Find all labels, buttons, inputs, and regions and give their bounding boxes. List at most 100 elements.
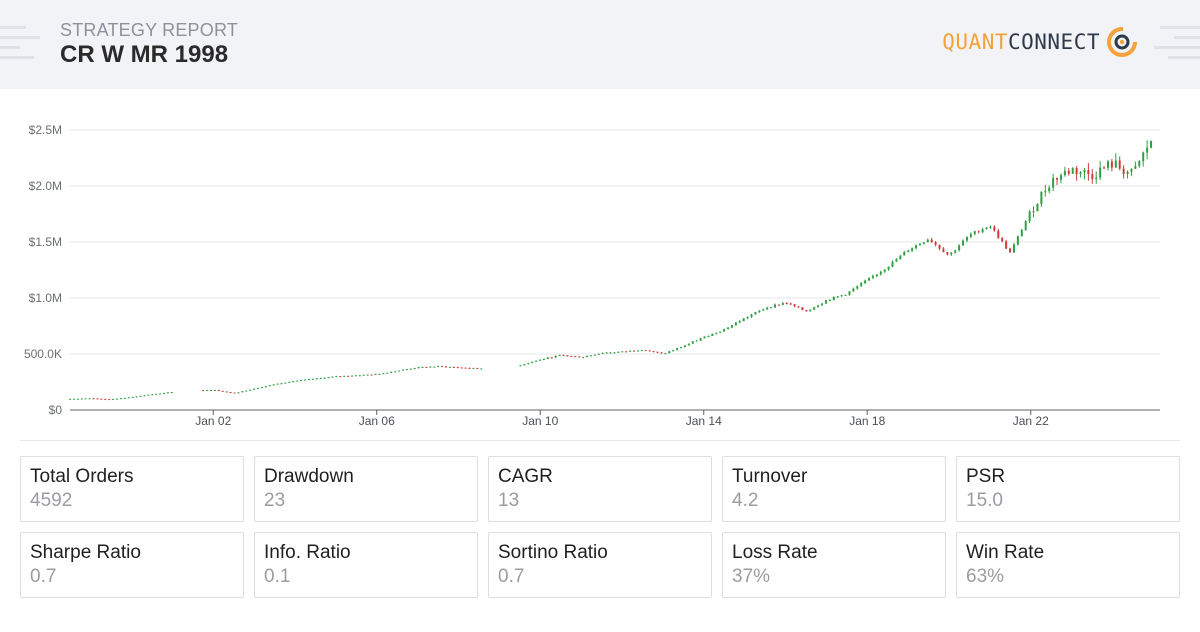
candle-body	[985, 227, 988, 230]
candle-body	[699, 338, 702, 341]
stat-label: Win Rate	[966, 542, 1045, 563]
candle-body	[1052, 177, 1055, 188]
candle-body	[922, 242, 925, 244]
brand-wordmark-part1: QUANT	[942, 30, 1008, 54]
candle-body	[742, 318, 745, 322]
candle-body	[327, 377, 330, 379]
stat-card-sharpe-ratio: Sharpe Ratio 0.7	[20, 532, 244, 598]
candle-body	[730, 325, 733, 328]
candle-body	[92, 398, 95, 400]
candle-body	[88, 398, 91, 400]
candle-body	[464, 367, 467, 369]
candle-body	[907, 250, 910, 253]
candle-body	[1110, 161, 1113, 168]
candle-body	[781, 303, 784, 305]
candle-body	[1134, 165, 1137, 169]
stat-label: Sharpe Ratio	[30, 542, 141, 563]
candle-body	[382, 373, 385, 375]
stat-label: Turnover	[732, 466, 808, 487]
candle-body	[268, 385, 271, 387]
candle-body	[170, 392, 173, 394]
candle-body	[163, 393, 166, 395]
candle-body	[860, 283, 863, 287]
stat-label: CAGR	[498, 466, 553, 487]
stat-label: Drawdown	[264, 466, 354, 487]
stat-card-turnover: Turnover 4.2	[722, 456, 946, 522]
candle-body	[550, 357, 553, 359]
candle-body	[202, 390, 205, 392]
candle-body	[1012, 244, 1015, 253]
y-tick-label: $0	[49, 403, 63, 417]
brand-wordmark: QUANTCONNECT	[942, 30, 1100, 54]
candle-body	[918, 243, 921, 246]
candle-body	[926, 239, 929, 243]
candle-body	[362, 374, 365, 376]
candle-body	[727, 327, 730, 330]
candle-body	[875, 274, 878, 276]
candle-body	[813, 307, 816, 310]
candle-body	[734, 322, 737, 326]
stat-card-loss-rate: Loss Rate 37%	[722, 532, 946, 598]
candle-body	[386, 372, 389, 374]
candle-body	[131, 396, 134, 398]
candle-body	[1075, 168, 1078, 175]
candle-body	[1016, 236, 1019, 245]
candle-body	[398, 370, 401, 372]
candle-body	[582, 357, 585, 359]
candle-body	[1130, 168, 1133, 172]
candle-body	[429, 366, 432, 368]
candle-body	[260, 387, 263, 389]
candle-body	[264, 386, 267, 388]
candle-body	[535, 360, 538, 362]
candle-body	[1095, 177, 1098, 180]
candle-body	[221, 390, 224, 392]
candle-body	[1114, 160, 1117, 168]
candle-body	[738, 321, 741, 323]
candle-body	[1020, 229, 1023, 237]
candle-body	[1091, 174, 1094, 180]
candle-body	[1056, 177, 1059, 180]
candle-body	[758, 310, 761, 313]
stat-value: 0.1	[264, 566, 291, 587]
x-tick-label: Jan 22	[1013, 414, 1049, 428]
stat-value: 4592	[30, 490, 73, 511]
brand-logo: QUANTCONNECT	[942, 24, 1140, 60]
candle-body	[527, 363, 530, 365]
stat-label: Total Orders	[30, 466, 134, 487]
candle-body	[523, 364, 526, 366]
candle-body	[640, 350, 643, 352]
stat-card-info-ratio: Info. Ratio 0.1	[254, 532, 478, 598]
candle-body	[1087, 170, 1090, 175]
candle-body	[793, 304, 796, 307]
candle-body	[715, 332, 718, 334]
candle-body	[938, 244, 941, 249]
candle-body	[433, 366, 436, 368]
candle-body	[770, 307, 773, 309]
candle-body	[707, 336, 710, 338]
candle-body	[832, 296, 835, 300]
candle-body	[296, 380, 299, 382]
y-tick-label: $1.0M	[29, 291, 62, 305]
candle-body	[570, 356, 573, 358]
candle-body	[1028, 211, 1031, 222]
candle-body	[546, 357, 549, 359]
stat-value: 4.2	[732, 490, 759, 511]
stat-label: Info. Ratio	[264, 542, 351, 563]
candle-body	[123, 397, 126, 399]
candle-body	[206, 390, 209, 392]
candle-body	[272, 384, 275, 386]
candle-body	[891, 261, 894, 267]
candle-body	[695, 340, 698, 342]
candle-body	[856, 286, 859, 289]
candle-body	[413, 368, 416, 370]
stat-card-win-rate: Win Rate 63%	[956, 532, 1180, 598]
candle-body	[425, 366, 428, 368]
candle-body	[562, 354, 565, 356]
candle-body	[441, 366, 444, 368]
candle-body	[1103, 167, 1106, 169]
candle-body	[1071, 168, 1074, 174]
stat-card-total-orders: Total Orders 4592	[20, 456, 244, 522]
candle-body	[378, 373, 381, 375]
stat-value: 0.7	[498, 566, 525, 587]
candle-body	[946, 252, 949, 255]
